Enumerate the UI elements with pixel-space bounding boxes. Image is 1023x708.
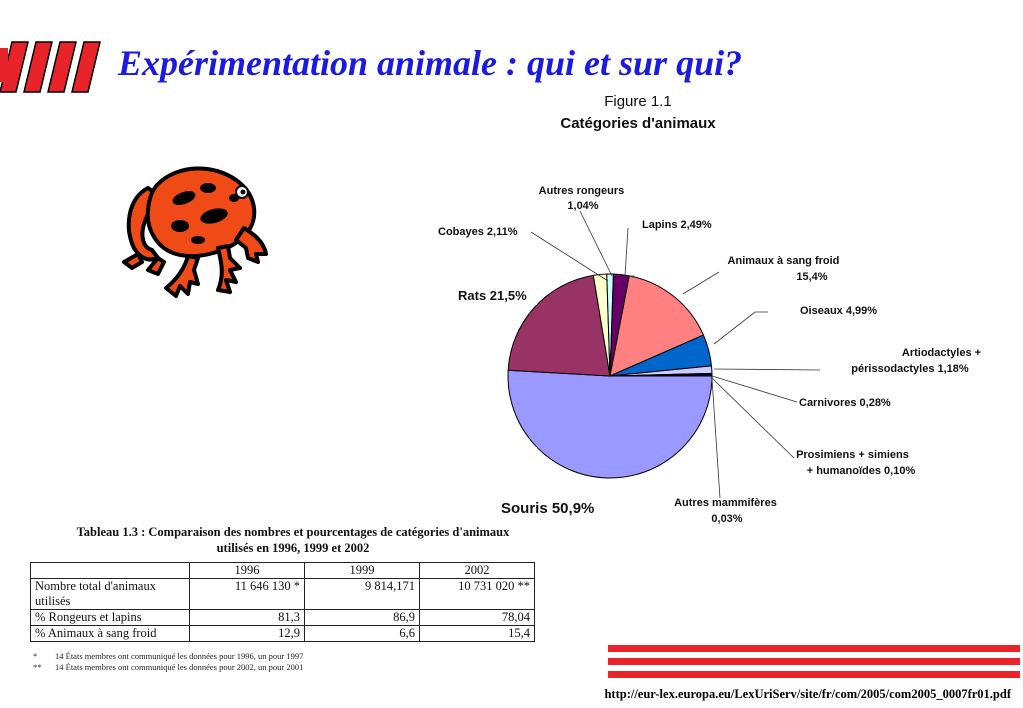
pie-slice [609, 275, 705, 377]
label-artiodactyles: Artiodactyles + périssodactyles 1,18% [851, 347, 984, 375]
label-souris: Souris 50,9% [501, 500, 594, 517]
table-footnotes: * 14 États membres ont communiqué les don… [33, 651, 303, 673]
table-cell: 11 646 130 * [189, 578, 305, 610]
table-cell: % Animaux à sang froid [30, 625, 190, 642]
table-cell: 86,9 [304, 609, 420, 626]
table-cell: % Rongeurs et lapins [30, 609, 190, 626]
chart-subtitle: Catégories d'animaux [560, 115, 716, 132]
table-header-cell: 1996 [189, 562, 305, 579]
label-autres-rongeurs: Autres rongeurs 1,04% [539, 185, 628, 212]
footnote: ** 14 États membres ont communiqué les do… [33, 662, 304, 672]
table-cell: 6,6 [304, 625, 420, 642]
table-cell: 15,4 [419, 625, 535, 642]
label-oiseaux: Oiseaux 4,99% [800, 305, 877, 317]
pie-slice [507, 369, 713, 479]
table-header-row: 1996 1999 2002 [30, 562, 535, 579]
table-header-cell: 1999 [304, 562, 420, 579]
table-row: % Rongeurs et lapins 81,3 86,9 78,04 [30, 609, 535, 626]
chart-title: Figure 1.1 [604, 93, 672, 110]
label-prosimiens: Prosimiens + simiens + humanoïdes 0,10% [796, 449, 915, 477]
decorative-red-lines [608, 645, 1020, 678]
table-cell: 9 814,171 [304, 578, 420, 610]
leader-lines [530, 210, 821, 499]
frog-icon [122, 166, 268, 298]
label-autres-mammiferes: Autres mammifères 0,03% [674, 497, 780, 525]
table-cell: 12,9 [189, 625, 305, 642]
pie-slices [507, 273, 713, 479]
label-cobayes: Cobayes 2,11% [438, 226, 518, 238]
table-cell: 78,04 [419, 609, 535, 626]
source-url[interactable]: http://eur-lex.europa.eu/LexUriServ/site… [604, 687, 1011, 701]
table-cell: 81,3 [189, 609, 305, 626]
label-carnivores: Carnivores 0,28% [799, 397, 891, 409]
title-decoration-bars [0, 41, 101, 93]
table-cell: 10 731 020 ** [419, 578, 535, 610]
table-header-cell: 2002 [419, 562, 535, 579]
pie-chart: Figure 1.1 Catégories d'animaux Autres r… [438, 93, 984, 525]
label-lapins: Lapins 2,49% [642, 219, 712, 231]
footnote: * 14 États membres ont communiqué les don… [33, 651, 304, 661]
table-caption: Tableau 1.3 : Comparaison des nombres et… [76, 525, 510, 555]
table-row: Nombre total d'animaux utilisés 11 646 1… [30, 578, 535, 610]
table-row: % Animaux à sang froid 12,9 6,6 15,4 [30, 625, 535, 642]
table-header-cell [30, 562, 190, 579]
pie-slice [507, 274, 611, 377]
label-sang-froid: Animaux à sang froid 15,4% [728, 255, 843, 283]
table-cell: Nombre total d'animaux utilisés [30, 578, 190, 610]
comparison-table: 1996 1999 2002 Nombre total d'animaux ut… [30, 562, 535, 642]
label-rats: Rats 21,5% [458, 288, 527, 303]
slide-title: Expérimentation animale : qui et sur qui… [118, 43, 743, 83]
